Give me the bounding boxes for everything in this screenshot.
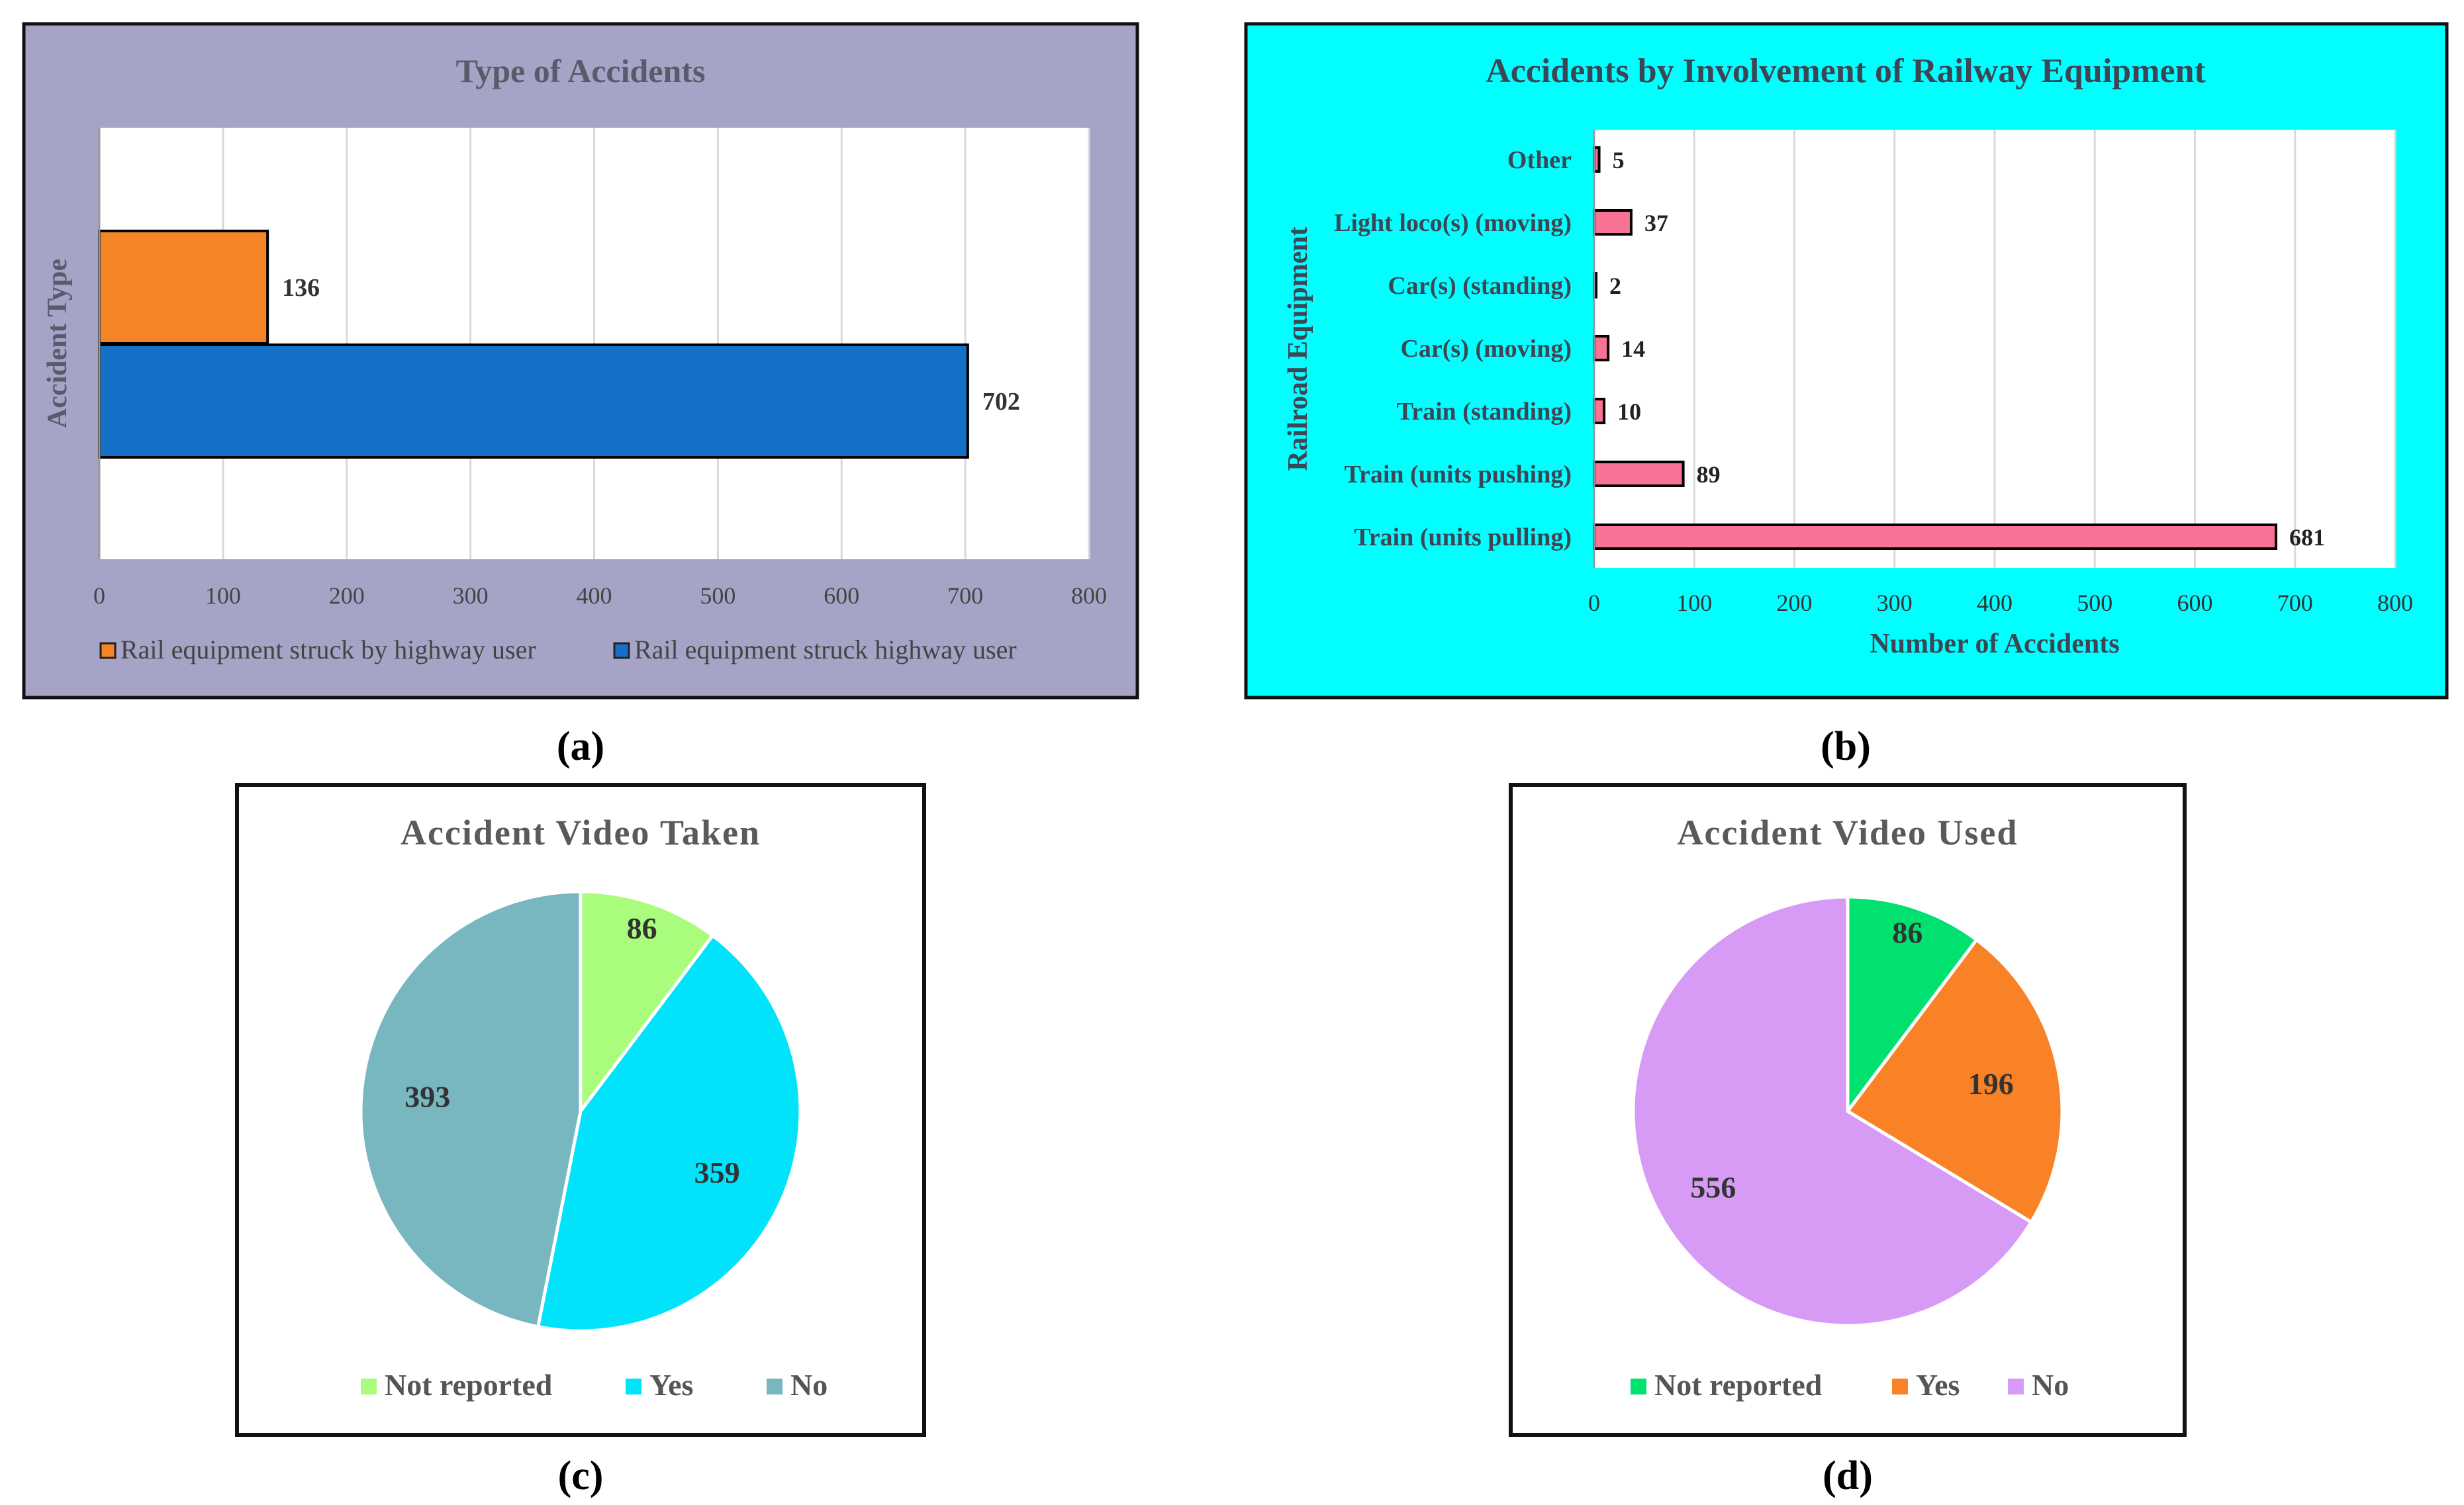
panel-b-data-label: 681 (2289, 524, 2325, 551)
panel-b-bar (1593, 461, 1685, 487)
panel-b-category-label: Other (1507, 146, 1572, 174)
panel-b-bars: 5 37 2 14 10 89 681 (1593, 146, 2325, 551)
panel-a-bar-2 (98, 343, 969, 459)
panel-a-y-axis-label: Accident Type (42, 259, 73, 428)
caption-b: (b) (1821, 724, 1871, 769)
panel-d: Accident Video Used 86 196 556 Not reporte… (1509, 783, 2187, 1437)
panel-c-legend-label: Not reported (385, 1368, 553, 1402)
panel-b-category-label: Light loco(s) (moving) (1334, 209, 1572, 237)
panel-a-legend-label-1: Rail equipment struck by highway user (120, 635, 536, 664)
panel-b-x-tick-label: 200 (1777, 590, 1813, 616)
panel-b-data-label: 5 (1613, 147, 1625, 173)
panel-a-legend-swatch-1 (99, 642, 117, 659)
panel-a-data-label-1: 136 (282, 274, 320, 302)
panel-c-legend: Not reported Yes No (361, 1368, 828, 1402)
panel-a-x-ticks: 0 100 200 300 400 500 600 700 800 (93, 582, 1107, 609)
panel-d-legend-label: Not reported (1654, 1368, 1823, 1402)
panel-b-category-label: Car(s) (standing) (1388, 272, 1572, 300)
panel-d-slice (1846, 895, 1979, 1117)
panel-b-x-tick-label: 0 (1588, 590, 1600, 616)
panel-b-category-label: Car(s) (moving) (1400, 335, 1572, 363)
panel-c-slice-label: 86 (627, 911, 657, 945)
panel-c-slice-label: 359 (694, 1156, 740, 1189)
panel-a-bar-1 (98, 230, 269, 345)
panel-b-bar (1593, 209, 1633, 236)
panel-c-slice (579, 889, 716, 1117)
panel-b-x-tick-label: 300 (1877, 590, 1913, 616)
panel-c-legend-label: Yes (649, 1368, 693, 1402)
panel-a: 136 702 0 100 200 300 400 500 600 700 800 Type of… (22, 22, 1139, 700)
panel-c-pie: 86 359 393 (359, 889, 802, 1333)
panel-b-x-tick-label: 700 (2277, 590, 2313, 616)
panel-d-legend-swatch (2008, 1379, 2024, 1394)
panel-c: Accident Video Taken 86 359 393 Not report… (235, 783, 926, 1437)
panel-c-slice (536, 933, 802, 1333)
panel-b-data-label: 37 (1644, 210, 1668, 236)
panel-a-x-tick-label: 0 (93, 582, 105, 609)
panel-b-x-ticks: 0 100 200 300 400 500 600 700 800 (1588, 590, 2413, 616)
panel-b-category-label: Train (units pulling) (1354, 524, 1572, 551)
panel-b-x-axis-label: Number of Accidents (1870, 629, 2119, 659)
panel-d-legend-swatch (1631, 1379, 1646, 1394)
panel-a-data-label-2: 702 (982, 388, 1020, 416)
panel-c-slice (359, 889, 583, 1329)
panel-b-x-tick-label: 600 (2177, 590, 2213, 616)
panel-d-legend: Not reported Yes No (1631, 1368, 2069, 1402)
panel-a-x-tick-label: 400 (577, 582, 612, 609)
caption-c: (c) (558, 1453, 604, 1498)
panel-b-data-label: 14 (1621, 336, 1645, 362)
panel-a-x-tick-label: 300 (453, 582, 489, 609)
panel-d-slice-label: 196 (1968, 1067, 2014, 1101)
panel-a-x-tick-label: 800 (1071, 582, 1107, 609)
panel-d-slice-label: 556 (1690, 1171, 1736, 1205)
panel-a-legend-label-2: Rail equipment struck highway user (634, 635, 1017, 664)
panel-d-title: Accident Video Used (1678, 813, 2018, 852)
panel-a-legend: Rail equipment struck by highway user Ra… (99, 635, 1017, 664)
panel-d-legend-label: Yes (1916, 1368, 1960, 1402)
panel-d-slice-label: 86 (1892, 916, 1922, 950)
panel-b-data-label: 89 (1697, 461, 1721, 488)
panel-b-category-label: Train (units pushing) (1344, 461, 1572, 488)
panel-a-bars: 136 702 (98, 230, 1020, 459)
panel-d-slice (1631, 895, 2034, 1328)
panel-a-title: Type of Accidents (456, 52, 706, 89)
panel-b-data-label: 10 (1617, 398, 1641, 425)
panel-b-data-label: 2 (1609, 273, 1621, 299)
panel-a-x-tick-label: 500 (700, 582, 735, 609)
panel-d-legend-label: No (2032, 1368, 2069, 1402)
panel-c-legend-swatch (361, 1379, 377, 1394)
panel-c-slice-label: 393 (404, 1079, 450, 1113)
panel-a-x-tick-label: 200 (329, 582, 365, 609)
panel-b-x-tick-label: 100 (1676, 590, 1712, 616)
panel-d-legend-swatch (1892, 1379, 1908, 1394)
panel-d-slice (1845, 937, 2064, 1225)
panel-d-pie: 86 196 556 (1631, 895, 2064, 1328)
panel-a-x-tick-label: 700 (947, 582, 983, 609)
panel-b-x-tick-label: 800 (2377, 590, 2413, 616)
panel-c-legend-swatch (767, 1379, 782, 1394)
panel-c-title: Accident Video Taken (401, 813, 761, 852)
panel-b-category-labels: Other Light loco(s) (moving) Car(s) (stand… (1334, 146, 1572, 551)
panel-b-title: Accidents by Involvement of Railway Equi… (1486, 52, 2206, 90)
panel-c-legend-label: No (790, 1368, 828, 1402)
caption-d: (d) (1823, 1453, 1873, 1498)
panel-a-x-tick-label: 100 (205, 582, 241, 609)
panel-b-bar (1593, 524, 2278, 550)
panel-b-bar (1593, 398, 1606, 424)
panel-a-x-tick-label: 600 (824, 582, 859, 609)
panel-c-legend-swatch (626, 1379, 641, 1394)
panel-b-category-label: Train (standing) (1397, 398, 1572, 426)
panel-b-gridlines (1693, 130, 2396, 568)
panel-b-bar (1593, 335, 1610, 361)
panel-a-legend-swatch-2 (613, 642, 630, 659)
panel-b-x-tick-label: 500 (2077, 590, 2112, 616)
panel-b-x-tick-label: 400 (1977, 590, 2013, 616)
panel-b-y-axis-label: Railroad Equipment (1283, 226, 1313, 471)
caption-a: (a) (557, 724, 604, 769)
